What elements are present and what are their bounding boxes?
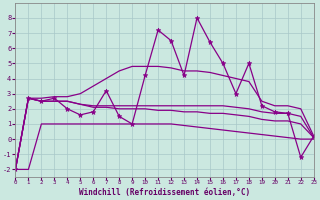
- X-axis label: Windchill (Refroidissement éolien,°C): Windchill (Refroidissement éolien,°C): [79, 188, 250, 197]
